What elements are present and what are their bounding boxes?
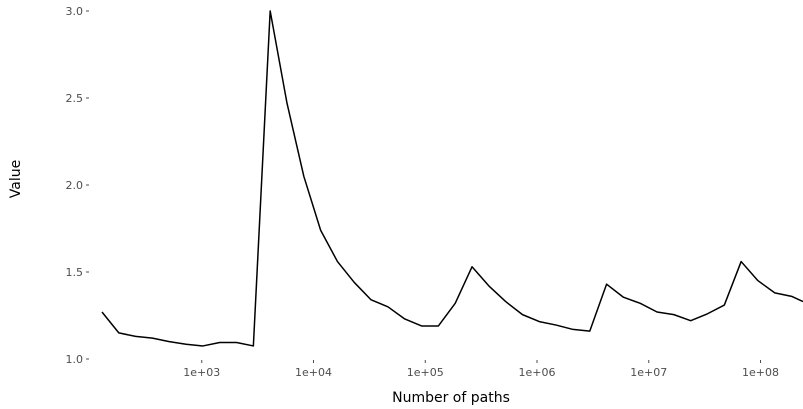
y-axis-title: Value	[8, 160, 24, 198]
x-tick-label: 1e+08	[742, 366, 779, 379]
y-tick-label: 2.5	[66, 92, 84, 105]
series-line	[101, 10, 803, 347]
x-tick-label: 1e+06	[519, 366, 556, 379]
y-tick-label: 2.0	[66, 179, 84, 192]
x-tick-label: 1e+03	[183, 366, 220, 379]
y-tick-label: 1.5	[66, 266, 84, 279]
x-tick-label: 1e+05	[407, 366, 444, 379]
x-axis-title: Number of paths	[392, 390, 510, 406]
y-axis: 1.0 1.5 2.0 2.5 3.0	[66, 5, 89, 366]
y-tick-label: 3.0	[66, 5, 84, 18]
x-tick-label: 1e+04	[295, 366, 332, 379]
y-tick-label: 1.0	[66, 353, 84, 366]
x-axis: 1e+03 1e+04 1e+05 1e+06 1e+07 1e+08	[183, 360, 779, 379]
x-tick-label: 1e+07	[630, 366, 667, 379]
